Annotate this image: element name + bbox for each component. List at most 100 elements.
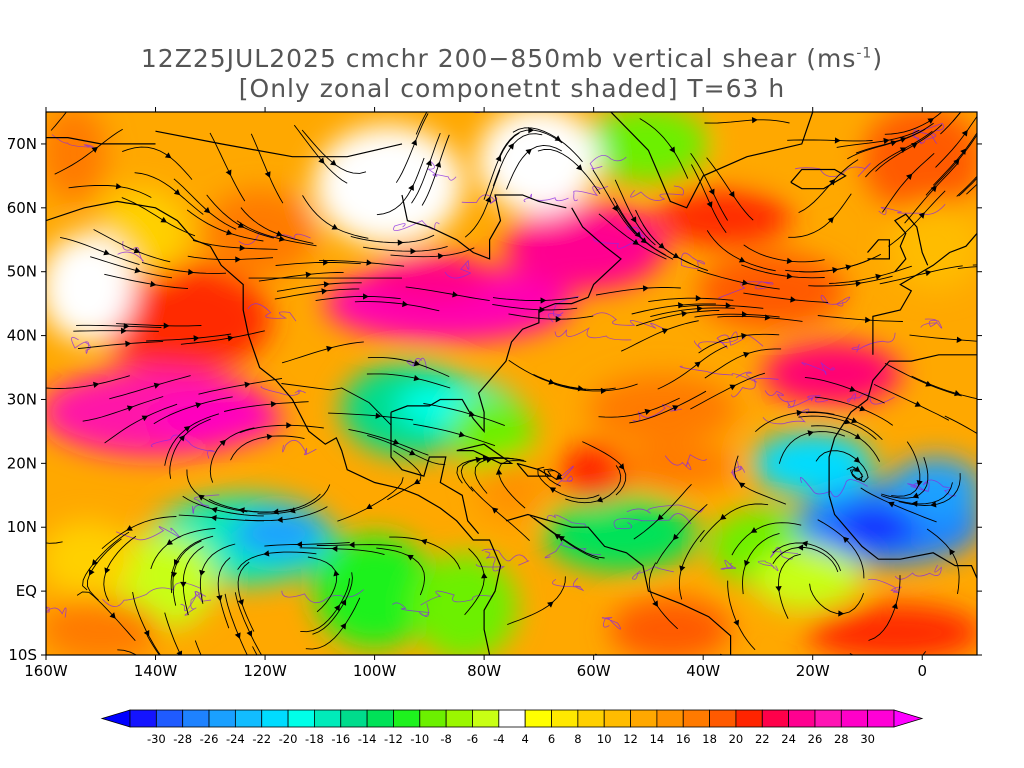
streamline [186, 469, 248, 513]
streamline [82, 531, 130, 591]
colorbar-swatch [366, 709, 394, 728]
streamline-arrowhead [719, 513, 727, 520]
streamline-arrowhead [741, 311, 748, 318]
lat-tick-label: 70N [7, 135, 37, 153]
coastline [828, 354, 977, 496]
colorbar-swatch [182, 709, 210, 728]
streamline [755, 411, 835, 433]
coastline [867, 239, 890, 260]
streamline-arrowhead [227, 335, 234, 342]
streamline-arrowhead [790, 296, 797, 303]
streamline [73, 330, 159, 332]
shear-contour [115, 526, 181, 541]
streamline [405, 286, 490, 302]
streamline-arrowhead [244, 381, 251, 388]
streamline-arrowhead [953, 158, 960, 166]
colorbar-swatch [261, 709, 289, 728]
shear-contour [102, 582, 202, 608]
streamline [413, 423, 496, 447]
streamline [307, 556, 338, 613]
streamline-arrowhead [679, 565, 686, 572]
shear-contour [630, 185, 684, 201]
streamline-arrowhead [895, 664, 899, 669]
streamline [180, 330, 265, 345]
streamline-arrowhead [525, 148, 532, 155]
streamline [173, 178, 237, 230]
shading-patch [609, 597, 732, 655]
streamline [328, 412, 414, 421]
streamline [93, 229, 171, 263]
streamline-arrowhead [630, 216, 637, 223]
streamline-arrowhead [834, 137, 841, 144]
streamline [498, 460, 527, 509]
streamline [719, 653, 724, 655]
streamline [817, 519, 865, 579]
colorbar-swatch [735, 709, 763, 728]
colorbar-swatch [498, 709, 526, 728]
purple-contour-layer [46, 112, 957, 630]
shear-contour [546, 514, 587, 527]
streamline-arrowhead [554, 135, 562, 142]
streamline-arrowhead [743, 351, 750, 358]
streamline-arrowhead [859, 405, 866, 412]
streamline [884, 112, 943, 135]
streamline [598, 397, 680, 418]
streamline-arrowhead [911, 500, 918, 507]
streamline-arrowhead [495, 155, 502, 162]
streamline-arrowhead [425, 159, 432, 167]
streamline [506, 144, 563, 190]
streamline-arrowhead [270, 400, 277, 408]
coastline [155, 130, 403, 158]
streamline [932, 132, 977, 186]
streamline-arrowhead [807, 430, 814, 437]
lon-tick-label: 0 [917, 662, 927, 680]
streamline-arrowhead [672, 405, 679, 411]
streamline-arrowhead [744, 559, 750, 567]
streamline-arrowhead [508, 143, 515, 150]
streamline [86, 538, 122, 601]
colorbar-label: -26 [200, 732, 219, 746]
streamline-arrowhead [212, 677, 217, 682]
colorbar-swatch [129, 709, 157, 728]
streamline-arrowhead [829, 179, 836, 186]
streamline-arrowhead [672, 252, 680, 259]
streamline-arrowhead [765, 665, 770, 670]
streamline-arrowhead [323, 281, 330, 288]
colorbar-swatch [630, 709, 658, 728]
streamline-arrowhead [775, 585, 782, 593]
colorbar-label: 18 [702, 732, 717, 746]
streamline [743, 244, 825, 263]
streamline-arrowhead [930, 185, 937, 193]
streamline-arrowhead [899, 147, 907, 153]
shear-contour [393, 220, 440, 231]
streamline-arrowhead [153, 382, 161, 389]
streamline-arrowhead [150, 280, 157, 288]
streamline [376, 157, 425, 216]
shading-patch [313, 534, 436, 649]
streamline [257, 484, 331, 515]
streamline [206, 194, 274, 239]
shear-contour [799, 477, 868, 498]
streamline-arrowhead [576, 164, 583, 171]
streamline-arrowhead [331, 223, 339, 230]
colorbar-swatch [208, 709, 236, 728]
streamline-arrowhead [170, 571, 178, 579]
streamline [470, 486, 530, 542]
colorbar-label: -12 [384, 732, 403, 746]
streamline-arrowhead [849, 385, 856, 392]
streamline-arrowhead [918, 212, 925, 219]
streamline-arrowhead [133, 247, 141, 254]
coastline [505, 513, 732, 655]
streamline [554, 383, 638, 392]
lon-tick-label: 80W [467, 662, 501, 680]
streamline-arrowhead [411, 139, 418, 146]
streamline-arrowhead [708, 188, 715, 196]
shear-contour [593, 226, 646, 249]
streamline-arrowhead [166, 539, 173, 546]
colorbar-over-arrow [893, 709, 924, 728]
streamline [54, 128, 123, 175]
streamline-arrowhead [246, 630, 253, 637]
streamline [60, 236, 140, 266]
streamline-arrowhead [437, 95, 442, 100]
streamline [657, 345, 728, 390]
